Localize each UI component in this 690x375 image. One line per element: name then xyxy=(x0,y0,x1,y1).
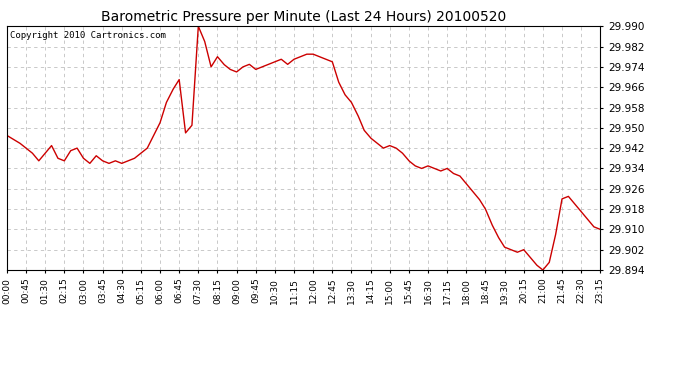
Title: Barometric Pressure per Minute (Last 24 Hours) 20100520: Barometric Pressure per Minute (Last 24 … xyxy=(101,10,506,24)
Text: Copyright 2010 Cartronics.com: Copyright 2010 Cartronics.com xyxy=(10,31,166,40)
